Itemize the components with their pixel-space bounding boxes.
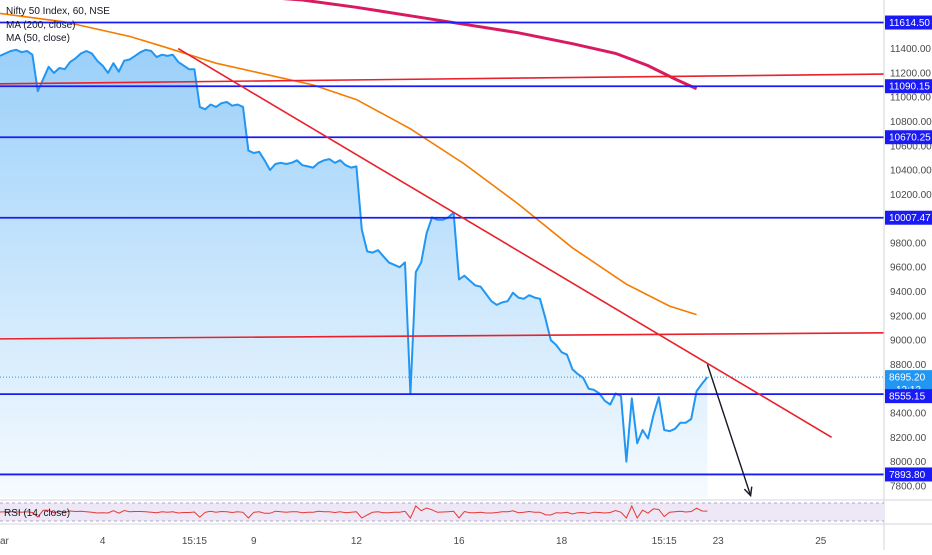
rsi-line [0,504,708,520]
x-tick-label: 25 [815,536,827,547]
level-tag-label-1: 11090.15 [889,82,930,93]
x-tick-label: 18 [556,536,568,547]
y-tick-label: 10200.00 [890,190,932,201]
indicator-label: MA (200, close) [6,20,75,31]
plot-area [0,0,884,498]
level-tag-label-0: 11614.50 [889,18,930,29]
price-line [0,48,709,463]
y-tick-label: 11400.00 [890,44,931,55]
y-tick-label: 10800.00 [890,117,932,128]
trendline-1 [0,332,884,340]
x-tick-label: 9 [251,536,257,547]
current-price-label: 8695.20 [889,373,926,384]
y-tick-label: 10400.00 [890,166,932,177]
level-tag-label-3: 10007.47 [889,213,931,224]
level-tag-5 [885,467,932,482]
ma50-line [0,12,697,316]
level-tag-label-5: 7893.80 [889,470,926,481]
level-tag-top [885,389,932,404]
y-tick-label: 11200.00 [890,68,931,79]
y-tick-label: 8400.00 [890,408,927,419]
x-tick-label: 16 [453,536,465,547]
level-tag-1 [885,79,932,94]
y-tick-label: 11000.00 [890,93,931,104]
x-tick-label: 23 [713,536,725,547]
y-tick-label: 8800.00 [890,360,927,371]
y-tick-label: 10600.00 [890,141,932,152]
rsi-legend: RSI (14, close) [4,508,70,519]
projection-arrow-head [743,486,753,498]
y-tick-label: 7800.00 [890,481,927,492]
legend: Nifty 50 Index, 60, NSE MA (200, close) MA… [6,6,110,44]
x-tick-label: 4 [100,536,106,547]
trendline-0 [0,73,884,85]
projection-arrow-line [706,364,752,496]
level-tag-0 [885,15,932,30]
y-tick-label: 9000.00 [890,336,927,347]
indicator-label: MA (50, close) [6,33,70,44]
level-tag-3 [885,210,932,225]
y-tick-label: 9200.00 [890,311,927,322]
y-tick-label: 8000.00 [890,457,927,468]
level-tag-top-label: 8555.15 [889,392,926,403]
x-tick-label: 15:15 [182,536,207,547]
price-area [0,49,708,498]
x-tick-label: 15:15 [652,536,677,547]
y-tick-label: 8200.00 [890,433,927,444]
level-tag-2 [885,130,932,145]
y-tick-label: 9800.00 [890,238,927,249]
y-tick-label: 9600.00 [890,263,927,274]
x-tick-label: 12 [351,536,363,547]
x-tick-label: ar [0,536,10,547]
trendline-2 [177,47,833,438]
chart-title: Nifty 50 Index, 60, NSE [6,6,110,17]
y-tick-label: 9400.00 [890,287,927,298]
level-tag-label-2: 10670.25 [889,133,931,144]
ma200-line [282,0,698,91]
